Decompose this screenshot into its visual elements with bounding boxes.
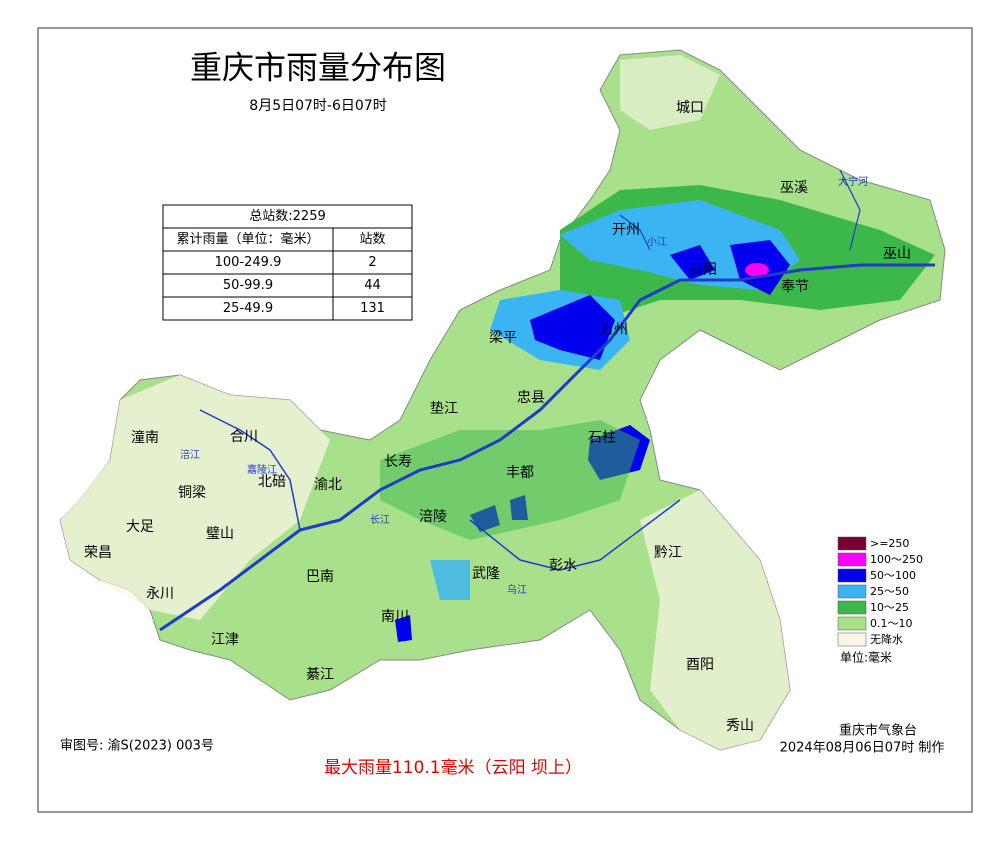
station-table: 总站数:2259 累计雨量（单位：毫米） 站数 100-249.9 2 50-99.9 44… bbox=[162, 204, 413, 321]
district-label: 巫溪 bbox=[780, 180, 808, 196]
legend-label: 50～100 bbox=[870, 569, 916, 582]
approval-number: 审图号: 渝S(2023) 003号 bbox=[60, 738, 214, 754]
district-label: 北碚 bbox=[258, 474, 286, 490]
legend-unit: 单位:毫米 bbox=[840, 650, 892, 665]
legend-swatch bbox=[837, 568, 867, 583]
district-label: 江津 bbox=[211, 632, 239, 648]
river-label: 涪江 bbox=[180, 448, 200, 461]
legend-swatch bbox=[837, 536, 867, 551]
table-header: 累计雨量（单位：毫米） bbox=[176, 231, 319, 247]
legend-label: 100～250 bbox=[870, 553, 923, 566]
district-label: 荣昌 bbox=[84, 545, 112, 561]
legend-label: 无降水 bbox=[870, 632, 903, 646]
district-label: 云阳 bbox=[689, 262, 717, 278]
district-label: 丰都 bbox=[506, 465, 534, 481]
legend-swatch bbox=[837, 632, 867, 647]
table-header: 站数 bbox=[359, 232, 385, 247]
river-label: 长江 bbox=[370, 514, 390, 526]
district-label: 大足 bbox=[126, 519, 154, 535]
river-label: 乌江 bbox=[507, 583, 527, 596]
made-time: 2024年08月06日07时 制作 bbox=[780, 741, 945, 756]
district-label: 城口 bbox=[676, 100, 704, 116]
rivers-lines bbox=[159, 169, 935, 632]
legend-label: 10～25 bbox=[870, 601, 909, 614]
district-label: 奉节 bbox=[781, 279, 809, 295]
legend-label: 25～50 bbox=[870, 585, 909, 598]
district-label: 綦江 bbox=[306, 667, 334, 683]
table-cell: 50-99.9 bbox=[223, 278, 273, 293]
district-label: 长寿 bbox=[384, 453, 412, 470]
table-cell: 2 bbox=[368, 255, 376, 270]
legend-label: >=250 bbox=[870, 537, 909, 550]
table-border bbox=[162, 204, 413, 321]
district-label: 巫山 bbox=[883, 246, 911, 262]
river-label: 大宁河 bbox=[838, 175, 868, 188]
agency: 重庆市气象台 bbox=[839, 723, 917, 739]
table-cell: 25-49.9 bbox=[223, 301, 273, 316]
district-label: 开州 bbox=[612, 222, 640, 238]
river-label: 嘉陵江 bbox=[247, 463, 277, 476]
district-label: 石柱 bbox=[588, 430, 616, 446]
district-label: 巴南 bbox=[306, 569, 334, 585]
legend-swatch bbox=[837, 616, 867, 631]
legend-swatch bbox=[837, 584, 867, 599]
title: 重庆市雨量分布图 bbox=[190, 49, 446, 87]
table-cell: 131 bbox=[360, 301, 385, 316]
district-label: 合川 bbox=[230, 429, 258, 445]
subtitle: 8月5日07时-6日07时 bbox=[249, 98, 386, 114]
max-rainfall: 最大雨量110.1毫米（云阳 坝上） bbox=[324, 758, 582, 778]
district-label: 涪陵 bbox=[419, 509, 447, 525]
legend-swatch bbox=[837, 552, 867, 567]
district-label: 黔江 bbox=[654, 545, 682, 561]
table-cell: 44 bbox=[364, 278, 381, 293]
district-label: 渝北 bbox=[314, 477, 342, 493]
district-label: 忠县 bbox=[517, 390, 545, 406]
rain-patches bbox=[60, 55, 935, 750]
district-label: 璧山 bbox=[206, 525, 234, 542]
district-label: 潼南 bbox=[131, 429, 159, 446]
legend-swatch bbox=[837, 600, 867, 615]
legend: >=250 100～250 50～100 25～50 10～25 0.1～10 无降水 bbox=[837, 536, 923, 647]
district-label: 秀山 bbox=[726, 718, 754, 734]
district-label: 垫江 bbox=[430, 401, 458, 417]
table-total: 总站数:2259 bbox=[249, 209, 325, 224]
district-label: 武隆 bbox=[472, 566, 500, 582]
legend-label: 0.1～10 bbox=[870, 617, 913, 630]
district-label: 南川 bbox=[381, 609, 409, 625]
river-label: 小江 bbox=[647, 236, 667, 248]
district-label: 永川 bbox=[146, 586, 174, 602]
district-label: 梁平 bbox=[489, 330, 517, 346]
district-label: 酉阳 bbox=[686, 657, 714, 673]
district-label: 万州 bbox=[600, 322, 628, 338]
district-label: 彭水 bbox=[549, 558, 577, 574]
table-cell: 100-249.9 bbox=[215, 255, 282, 270]
district-label: 铜梁 bbox=[178, 485, 206, 501]
